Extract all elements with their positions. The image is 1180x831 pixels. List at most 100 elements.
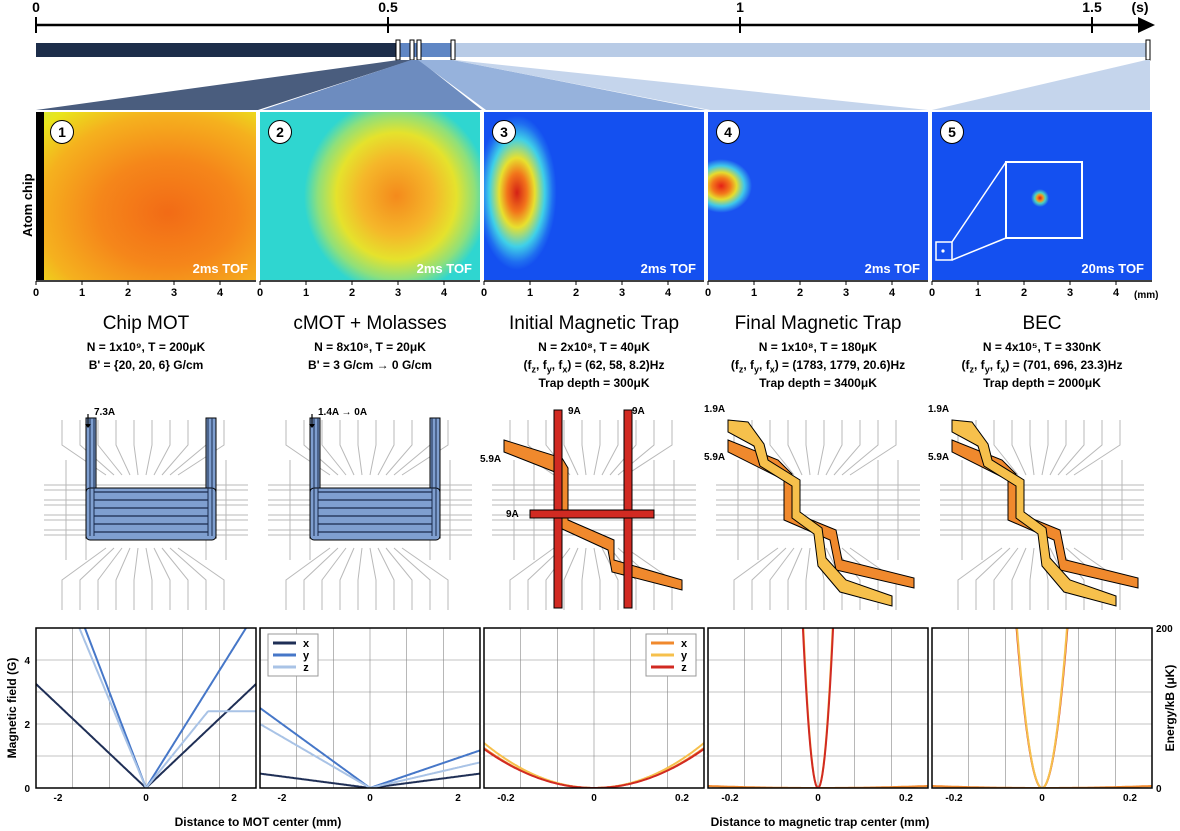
chip-trace — [581, 547, 587, 610]
timeline-segment-mot — [36, 43, 398, 57]
chip-trace — [833, 547, 861, 610]
image-tick-label: 2 — [573, 287, 579, 299]
chip-trace — [805, 547, 811, 610]
image-panel-1: 1 2ms TOF — [36, 112, 256, 280]
stage-param-2-1: N = 8x10⁸, T = 20μK — [314, 340, 426, 354]
image-tick-label: 1 — [975, 287, 981, 299]
chip-trace — [153, 547, 171, 610]
image-tick-label: 0 — [481, 287, 487, 299]
chip-trace — [369, 420, 377, 476]
chip-trace — [817, 420, 825, 476]
chip-trace — [115, 547, 131, 610]
panel-number-3: 3 — [492, 120, 516, 144]
tick-1: 1 — [736, 0, 744, 15]
chip-trace — [733, 547, 779, 610]
chip-trace — [527, 547, 563, 610]
chip-trace — [769, 547, 795, 610]
image-tick-label: 3 — [171, 287, 177, 299]
plot-frame — [707, 627, 929, 789]
plot-series-line — [484, 748, 704, 788]
chip-trace — [1073, 420, 1121, 476]
plot-xtick-label: -2 — [54, 793, 63, 804]
plot-panel-4: -0.2 0 0.2 — [707, 627, 929, 804]
marker-4 — [450, 39, 456, 61]
stage-param-2-2: B' = 3 G/cm → 0 G/cm — [308, 358, 432, 372]
chip-wiring: 7.3A 1.4A → 0A 9A 9A 5.9A 9A 1.9A 5.9A 1.9A 5.9A — [44, 404, 1144, 610]
marker-5 — [1145, 39, 1151, 61]
chip-trace — [97, 420, 123, 476]
chip-trace — [841, 420, 879, 476]
chip-trace — [751, 547, 787, 610]
chip-layout-1: 7.3A — [44, 407, 248, 610]
legend-label: y — [681, 650, 688, 662]
tof-label-4: 2ms TOF — [864, 261, 920, 276]
image-tick-label: 0 — [929, 287, 935, 299]
plot-xtick-label: 0.2 — [1123, 793, 1137, 804]
image-tick-label: 0 — [257, 287, 263, 299]
image-tick-label: 1 — [303, 287, 309, 299]
legend-magnetic-trap: xyz — [645, 633, 697, 677]
chip-trace — [563, 420, 579, 476]
plot-xtick-label: -0.2 — [945, 793, 963, 804]
stage-param-3-2: (fz, fy, fx) = (62, 58, 8.2)Hz — [523, 358, 665, 375]
chip-trace — [1029, 547, 1035, 610]
plot-series-line — [260, 723, 480, 788]
plot-xtick-label: 0 — [815, 793, 821, 804]
chip-trace — [161, 420, 189, 476]
chip-trace — [401, 420, 449, 476]
tick-0: 0 — [32, 0, 40, 15]
chip-trace — [401, 547, 449, 610]
chip-trace — [609, 547, 637, 610]
panel-number-4: 4 — [716, 120, 740, 144]
chip-trace — [133, 547, 139, 610]
chip-trace — [957, 547, 1003, 610]
chip-trace — [369, 547, 377, 610]
chip-trace — [79, 547, 115, 610]
plot-xtick-label: 2 — [455, 793, 461, 804]
plot-xtick-label: 0 — [1039, 793, 1045, 804]
tof-label-2: 2ms TOF — [416, 261, 472, 276]
z-wire-inner — [951, 419, 1117, 607]
stage-title-5: BEC — [1022, 313, 1062, 334]
plot-panel-2: -2 0 2 — [259, 627, 481, 804]
timeline: 0 0.5 1 1.5 (s) — [32, 0, 1155, 110]
chip-trace — [357, 547, 363, 610]
image-tick-label: 3 — [1067, 287, 1073, 299]
plot-panel-3: -0.2 0 0.2 — [483, 627, 705, 804]
chip-trace — [849, 420, 897, 476]
chip-trace — [177, 547, 225, 610]
chip-trace — [303, 547, 339, 610]
image-panel-3: 3 2ms TOF — [484, 112, 704, 280]
zoom-wedge-3 — [418, 60, 706, 110]
chip-trace — [357, 420, 363, 476]
marker-2 — [409, 39, 415, 61]
chip-trace — [1011, 420, 1027, 476]
image-tick-label: 4 — [889, 287, 896, 299]
current-label: 7.3A — [94, 407, 115, 418]
image-tick-label: 2 — [349, 287, 355, 299]
marker-1 — [395, 39, 401, 61]
plot-xtick-label: 0.2 — [675, 793, 689, 804]
ylabel-energy: Energy/kB (μK) — [1163, 665, 1177, 752]
plot-xtick-label: 2 — [231, 793, 237, 804]
panel-number-1: 1 — [50, 120, 74, 144]
left-ytick-label: 0 — [24, 784, 30, 795]
z-wire-inner — [727, 419, 893, 607]
bias-wire-horizontal — [529, 509, 655, 519]
plot-series-line — [78, 628, 256, 788]
tick-05: 0.5 — [378, 0, 398, 15]
image-panel-2: 2 2ms TOF — [260, 112, 480, 280]
panel-number-2: 2 — [268, 120, 292, 144]
image-axis-unit: (mm) — [1134, 290, 1159, 301]
bias-wire-right — [623, 409, 633, 609]
chip-layout-3: 9A 9A 5.9A 9A — [480, 406, 696, 610]
xlabel-magnetic-trap: Distance to magnetic trap center (mm) — [711, 815, 930, 829]
current-label: 1.9A — [704, 404, 725, 415]
zoom-wedge-4 — [452, 60, 928, 110]
chip-trace — [563, 547, 579, 610]
plot-series-line — [260, 707, 480, 788]
field-plots: -2 0 2 -2 0 2 -0.2 0 0.2 -0.2 0 0.2 -0.2 0 0.2 0 2 4 0 200 M… — [5, 624, 1177, 829]
chip-trace — [1011, 547, 1027, 610]
image-tick-label: 1 — [751, 287, 757, 299]
plot-xtick-label: 0 — [143, 793, 149, 804]
